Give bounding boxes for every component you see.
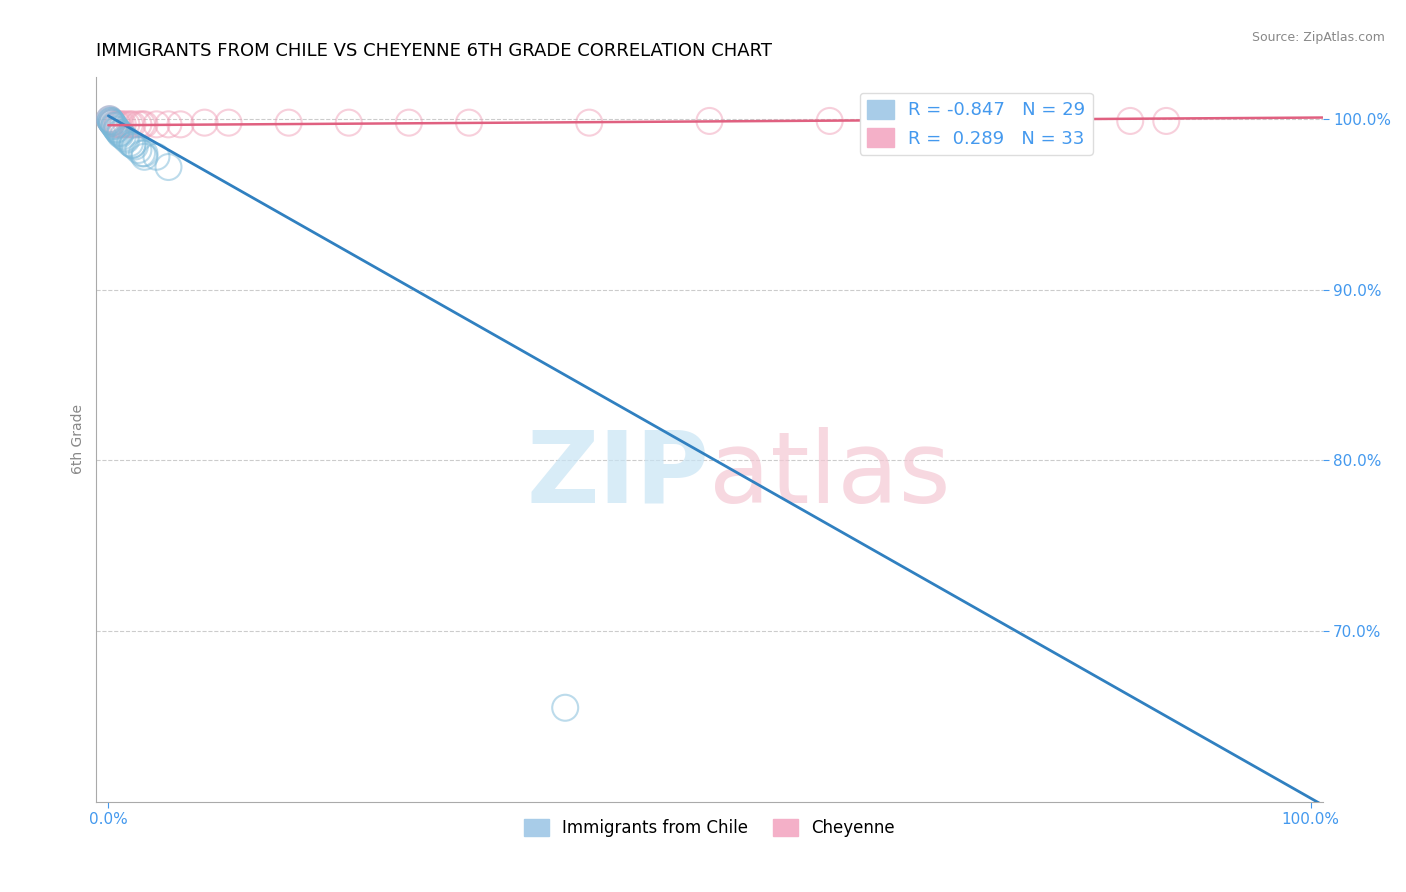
- Point: [103, 119, 125, 133]
- Point: [458, 116, 481, 130]
- Point: [124, 139, 146, 153]
- Point: [134, 150, 156, 164]
- Point: [998, 114, 1021, 128]
- Point: [1059, 114, 1081, 128]
- Point: [169, 117, 191, 131]
- Point: [98, 112, 121, 127]
- Point: [121, 137, 143, 152]
- Point: [818, 114, 841, 128]
- Point: [145, 117, 167, 131]
- Point: [193, 116, 215, 130]
- Point: [578, 116, 600, 130]
- Point: [131, 146, 153, 161]
- Point: [104, 120, 127, 135]
- Point: [103, 119, 125, 133]
- Point: [118, 117, 141, 131]
- Point: [107, 124, 129, 138]
- Text: IMMIGRANTS FROM CHILE VS CHEYENNE 6TH GRADE CORRELATION CHART: IMMIGRANTS FROM CHILE VS CHEYENNE 6TH GR…: [97, 42, 772, 60]
- Point: [100, 114, 122, 128]
- Point: [398, 116, 420, 130]
- Y-axis label: 6th Grade: 6th Grade: [72, 404, 86, 474]
- Point: [157, 117, 180, 131]
- Point: [110, 126, 132, 140]
- Point: [103, 117, 125, 131]
- Point: [101, 117, 124, 131]
- Point: [108, 126, 131, 140]
- Point: [105, 117, 128, 131]
- Text: atlas: atlas: [710, 427, 950, 524]
- Point: [699, 114, 721, 128]
- Point: [218, 116, 240, 130]
- Point: [554, 700, 576, 714]
- Point: [110, 117, 132, 131]
- Point: [1156, 114, 1178, 128]
- Legend: Immigrants from Chile, Cheyenne: Immigrants from Chile, Cheyenne: [517, 813, 901, 844]
- Point: [131, 117, 153, 131]
- Point: [939, 114, 962, 128]
- Point: [101, 116, 124, 130]
- Point: [110, 128, 132, 142]
- Point: [337, 116, 360, 130]
- Point: [101, 116, 124, 130]
- Point: [101, 116, 124, 130]
- Point: [127, 143, 149, 157]
- Point: [98, 112, 121, 127]
- Point: [157, 160, 180, 174]
- Point: [121, 117, 143, 131]
- Point: [134, 146, 156, 161]
- Point: [127, 117, 149, 131]
- Point: [134, 117, 156, 131]
- Point: [101, 116, 124, 130]
- Point: [111, 129, 134, 144]
- Point: [114, 131, 136, 145]
- Point: [105, 122, 128, 136]
- Text: Source: ZipAtlas.com: Source: ZipAtlas.com: [1251, 31, 1385, 45]
- Point: [100, 114, 122, 128]
- Point: [277, 116, 299, 130]
- Text: ZIP: ZIP: [527, 427, 710, 524]
- Point: [111, 117, 134, 131]
- Point: [145, 150, 167, 164]
- Point: [115, 133, 138, 147]
- Point: [118, 136, 141, 150]
- Point: [115, 117, 138, 131]
- Point: [939, 116, 962, 130]
- Point: [121, 137, 143, 152]
- Point: [100, 114, 122, 128]
- Point: [105, 122, 128, 136]
- Point: [107, 117, 129, 131]
- Point: [1119, 114, 1142, 128]
